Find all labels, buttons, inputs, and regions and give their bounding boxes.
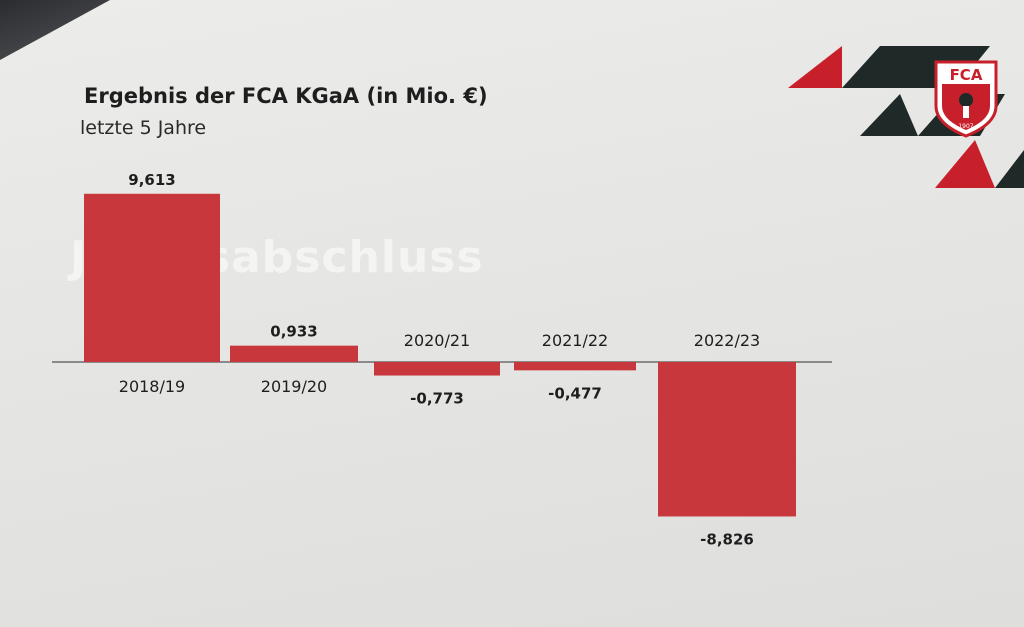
data-label: -0,477 (548, 384, 602, 402)
category-label: 2021/22 (542, 331, 608, 350)
bar (514, 362, 636, 371)
chart-title: Ergebnis der FCA KGaA (in Mio. €) (84, 84, 488, 108)
club-logo-area: FCA 1907 (780, 40, 1024, 200)
crest-pinecone-icon (959, 93, 973, 107)
crest-year: 1907 (958, 123, 973, 130)
bar (230, 345, 358, 362)
category-label: 2018/19 (119, 377, 185, 396)
decor-triangle (788, 46, 842, 88)
category-label: 2020/21 (404, 331, 470, 350)
category-label: 2019/20 (261, 377, 327, 396)
data-label: 9,613 (128, 171, 175, 189)
data-label: 0,933 (270, 323, 317, 341)
decor-triangle (935, 140, 995, 188)
chart-subtitle: letzte 5 Jahre (80, 117, 207, 139)
bar (84, 193, 220, 362)
crest-pedestal-icon (963, 106, 969, 118)
bar (658, 362, 796, 517)
fca-crest: FCA 1907 (934, 60, 998, 138)
data-label: -0,773 (410, 390, 464, 408)
bar (374, 362, 500, 376)
category-label: 2022/23 (694, 331, 760, 350)
decor-triangle (860, 94, 918, 136)
crest-text: FCA (950, 66, 983, 84)
decor-triangle (995, 150, 1024, 188)
data-label: -8,826 (700, 530, 754, 548)
